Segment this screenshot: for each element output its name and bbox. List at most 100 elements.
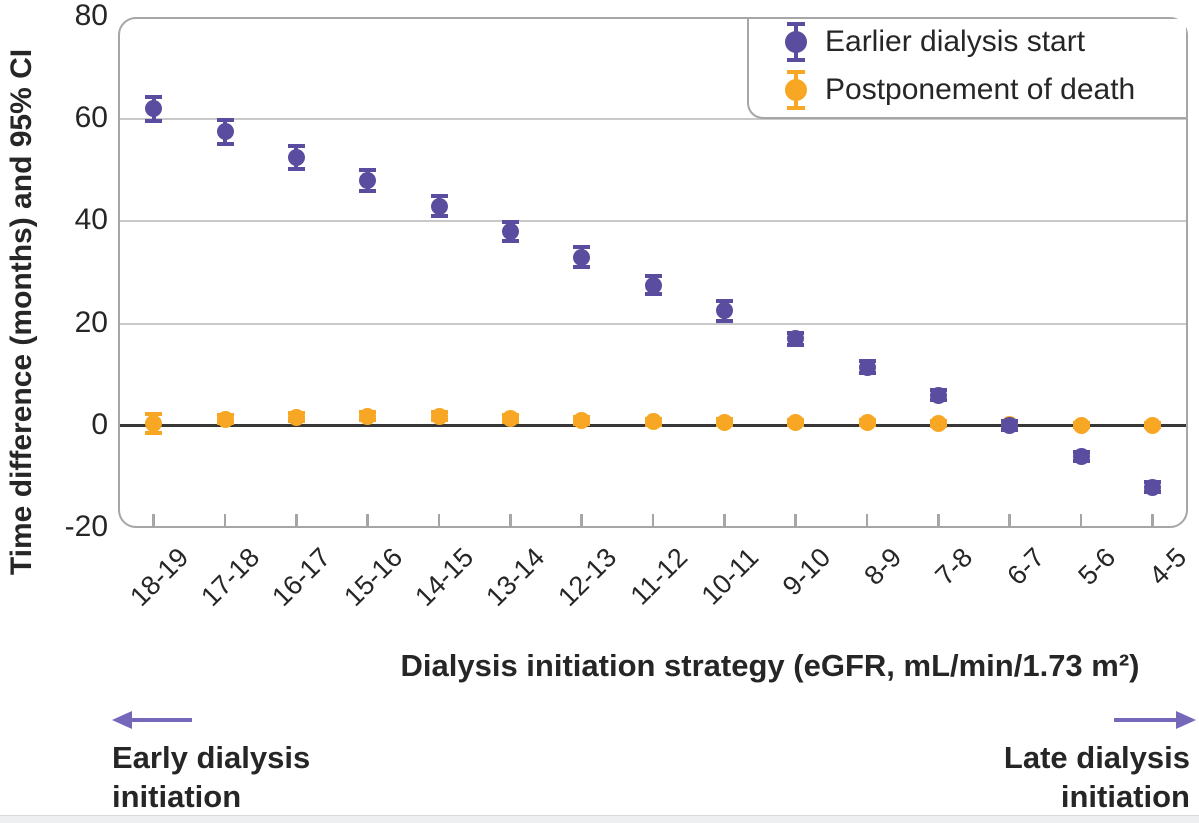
error-bar-cap <box>216 142 234 147</box>
x-tick-label: 12-13 <box>551 542 622 613</box>
data-point <box>216 410 234 428</box>
x-tick-mark <box>723 514 726 527</box>
error-bar-cap <box>715 299 733 304</box>
annotation-line: Early dialysis <box>112 740 311 775</box>
x-tick-label: 15-16 <box>337 542 408 613</box>
x-tick-mark <box>295 514 298 527</box>
x-tick-label: 9-10 <box>776 542 836 602</box>
error-bar-cap <box>715 318 733 323</box>
y-tick-label: 40 <box>74 203 108 237</box>
x-tick-mark <box>794 514 797 527</box>
data-point <box>359 407 377 425</box>
data-point <box>1143 478 1161 496</box>
error-bar-cap <box>216 117 234 122</box>
x-tick-mark <box>651 514 655 527</box>
legend-label: Earlier dialysis start <box>825 25 1086 58</box>
x-tick-label: 4-5 <box>1143 542 1193 591</box>
data-point <box>929 386 947 404</box>
x-tick-mark <box>152 514 155 527</box>
data-point <box>430 407 448 425</box>
x-tick-mark <box>1151 514 1154 527</box>
x-tick-mark <box>509 514 512 527</box>
x-tick-mark <box>366 514 369 527</box>
data-point <box>787 330 805 348</box>
x-tick-mark <box>1008 514 1011 527</box>
data-point <box>287 149 305 167</box>
x-tick-mark <box>937 514 940 527</box>
annotation-early-dialysis-initiation: Early dialysis initiation <box>112 738 310 816</box>
legend-item-postponement-of-death: Postponement of death <box>749 67 1186 113</box>
x-tick-label: 8-9 <box>858 542 908 591</box>
x-tick-label: 7-8 <box>929 542 979 591</box>
annotation-late-dialysis-initiation: Late dialysis initiation <box>1004 738 1190 816</box>
legend: Earlier dialysis start Postponement of d… <box>747 19 1186 119</box>
data-point <box>1072 447 1090 465</box>
data-point <box>216 123 234 141</box>
x-tick-label: 14-15 <box>409 542 480 613</box>
error-bar-cap <box>145 411 163 416</box>
errorbar-marker-icon <box>776 68 816 112</box>
data-point <box>858 358 876 376</box>
data-point <box>715 302 733 320</box>
x-tick-mark <box>223 514 227 527</box>
x-axis-title: Dialysis initiation strategy (eGFR, mL/m… <box>400 648 1140 683</box>
data-point <box>359 172 377 190</box>
error-bar-cap <box>145 95 163 100</box>
gridline <box>120 322 1186 325</box>
data-point <box>1072 416 1090 434</box>
data-point <box>1143 416 1161 434</box>
legend-item-earlier-dialysis-start: Earlier dialysis start <box>749 19 1186 65</box>
error-bar-cap <box>145 118 163 123</box>
data-point <box>145 100 163 118</box>
x-tick-mark <box>1079 514 1083 527</box>
data-point <box>787 413 805 431</box>
error-bar-cap <box>287 144 305 149</box>
data-point <box>430 197 448 215</box>
x-tick-label: 5-6 <box>1072 542 1122 591</box>
x-tick-label: 10-11 <box>695 542 765 611</box>
error-bar-cap <box>145 430 163 435</box>
bottom-strip <box>0 815 1199 823</box>
data-point <box>287 408 305 426</box>
error-bar-cap <box>287 166 305 171</box>
error-bar-cap <box>430 214 448 219</box>
x-tick-mark <box>865 514 869 527</box>
data-point <box>501 223 519 241</box>
legend-label: Postponement of death <box>825 73 1136 106</box>
data-point <box>644 276 662 294</box>
y-tick-label: 80 <box>74 0 108 32</box>
error-bar-cap <box>359 167 377 172</box>
x-tick-label: 11-12 <box>624 542 694 611</box>
annotation-line: initiation <box>112 779 242 814</box>
data-point <box>858 414 876 432</box>
data-point <box>573 248 591 266</box>
gridline <box>120 118 1186 121</box>
x-tick-label: 16-17 <box>266 542 337 613</box>
x-tick-label: 13-14 <box>480 542 551 613</box>
error-bar-cap <box>359 189 377 194</box>
y-tick-label: -20 <box>64 510 108 543</box>
y-tick-label: 20 <box>74 305 108 339</box>
data-point <box>501 409 519 427</box>
x-tick-mark <box>580 514 583 527</box>
error-bar-cap <box>501 239 519 244</box>
data-point <box>715 413 733 431</box>
annotation-line: initiation <box>1060 779 1190 814</box>
y-tick-label: 0 <box>91 407 108 441</box>
x-tick-label: 17-18 <box>195 542 266 613</box>
data-point <box>644 413 662 431</box>
error-bar-cap <box>430 193 448 198</box>
data-point <box>1001 417 1019 435</box>
error-bar-cap <box>644 274 662 279</box>
error-bar-cap <box>644 292 662 297</box>
x-tick-label: 18-19 <box>123 542 194 613</box>
y-tick-label: 60 <box>74 101 108 135</box>
data-point <box>145 414 163 432</box>
x-tick-mark <box>437 514 441 527</box>
annotation-line: Late dialysis <box>1003 740 1190 775</box>
data-point <box>573 411 591 429</box>
gridline <box>120 220 1186 223</box>
errorbar-marker-icon <box>776 20 816 64</box>
x-tick-label: 6-7 <box>1001 542 1050 591</box>
